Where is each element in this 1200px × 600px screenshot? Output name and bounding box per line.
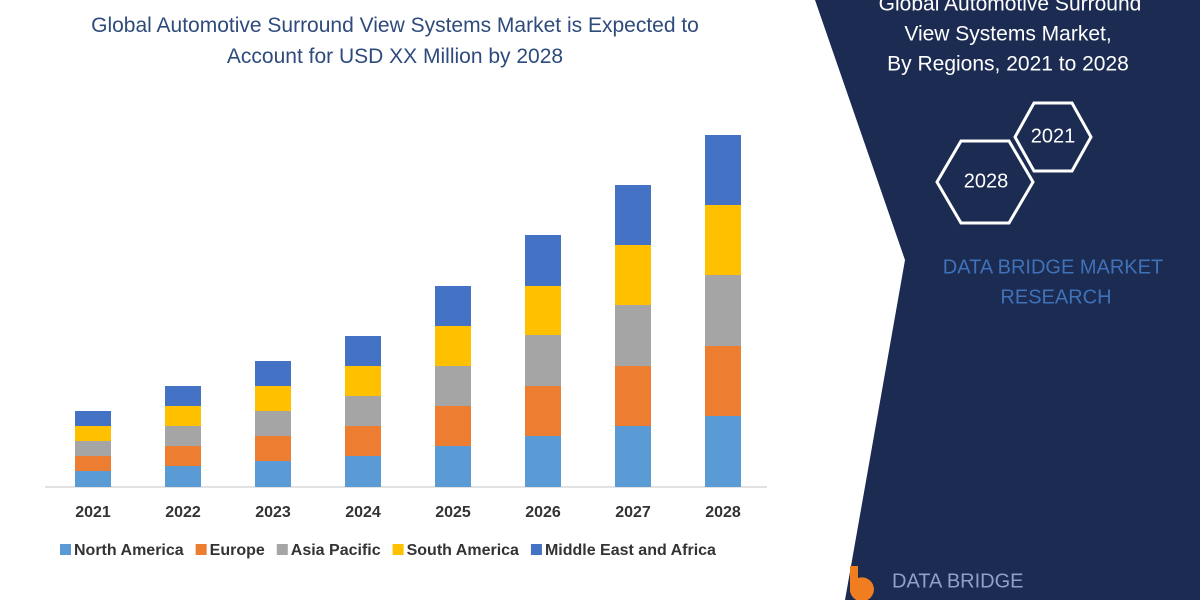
chart-title: Global Automotive Surround View Systems … bbox=[91, 14, 699, 68]
bar-segment bbox=[705, 135, 741, 205]
bar-segment bbox=[255, 386, 291, 411]
brand: DATA BRIDGE MARKET bbox=[943, 256, 1163, 278]
x-tick-label: 2025 bbox=[435, 504, 471, 521]
legend-swatch bbox=[530, 544, 542, 555]
hex-label: 2021 bbox=[1031, 125, 1076, 147]
bar-segment bbox=[345, 336, 381, 366]
legend-label: North America bbox=[74, 542, 184, 559]
bar-segment bbox=[345, 456, 381, 487]
bar-segment bbox=[525, 386, 561, 436]
bar-segment bbox=[345, 366, 381, 396]
panel-title: Global Automotive Surround bbox=[879, 0, 1142, 16]
bar-segment bbox=[165, 466, 201, 487]
hexagon bbox=[935, 139, 1035, 225]
legend-swatch bbox=[195, 544, 207, 555]
panel-title: By Regions, 2021 to 2028 bbox=[887, 53, 1129, 76]
logo-text: DATA BRIDGE bbox=[892, 570, 1024, 592]
bar-segment bbox=[615, 426, 651, 487]
legend-swatch bbox=[392, 544, 404, 555]
bar-segment bbox=[345, 426, 381, 456]
bar-segment bbox=[165, 386, 201, 406]
hex-label: 2028 bbox=[964, 170, 1009, 192]
bar-segment bbox=[615, 245, 651, 305]
bar-segment bbox=[255, 436, 291, 461]
x-tick-label: 2027 bbox=[615, 504, 651, 521]
bar-segment bbox=[75, 471, 111, 487]
bar-segment bbox=[435, 446, 471, 487]
bar-segment bbox=[75, 426, 111, 441]
legend-swatch bbox=[60, 544, 71, 555]
x-tick-label: 2022 bbox=[165, 504, 201, 521]
bar-segment bbox=[255, 361, 291, 386]
bar-segment bbox=[435, 286, 471, 326]
bar-segment bbox=[255, 411, 291, 436]
bar-segment bbox=[255, 461, 291, 487]
bar-segment bbox=[705, 416, 741, 487]
bar-segment bbox=[705, 275, 741, 346]
bar-segment bbox=[525, 286, 561, 335]
bar-segment bbox=[615, 185, 651, 245]
legend-label: Europe bbox=[210, 542, 265, 559]
legend-label: South America bbox=[407, 542, 519, 559]
logo-mark bbox=[849, 566, 874, 600]
bar-segment bbox=[525, 335, 561, 386]
brand: RESEARCH bbox=[1000, 286, 1111, 308]
side-panel bbox=[815, 0, 1200, 600]
legend-label: Middle East and Africa bbox=[545, 542, 716, 559]
bar-segment bbox=[165, 406, 201, 426]
x-tick-label: 2026 bbox=[525, 504, 561, 521]
bar-segment bbox=[615, 305, 651, 366]
bar-segment bbox=[435, 326, 471, 366]
hexagon bbox=[1013, 101, 1093, 173]
bar-segment bbox=[615, 366, 651, 426]
x-tick-label: 2021 bbox=[75, 504, 111, 521]
x-tick-label: 2028 bbox=[705, 504, 741, 521]
x-tick-label: 2023 bbox=[255, 504, 291, 521]
bar-segment bbox=[705, 346, 741, 416]
bar-segment bbox=[75, 441, 111, 456]
bar-segment bbox=[525, 235, 561, 286]
bar-segment bbox=[705, 205, 741, 275]
bar-segment bbox=[435, 406, 471, 446]
bar-segment bbox=[75, 411, 111, 426]
bar-segment bbox=[165, 446, 201, 466]
bar-segment bbox=[165, 426, 201, 446]
bar-segment bbox=[75, 456, 111, 471]
panel-title: View Systems Market, bbox=[904, 23, 1111, 46]
bar-segment bbox=[525, 436, 561, 487]
bar-segment bbox=[435, 366, 471, 406]
legend-label: Asia Pacific bbox=[291, 542, 381, 559]
x-tick-label: 2024 bbox=[345, 504, 381, 521]
legend-swatch bbox=[276, 544, 288, 555]
bar-segment bbox=[345, 396, 381, 426]
